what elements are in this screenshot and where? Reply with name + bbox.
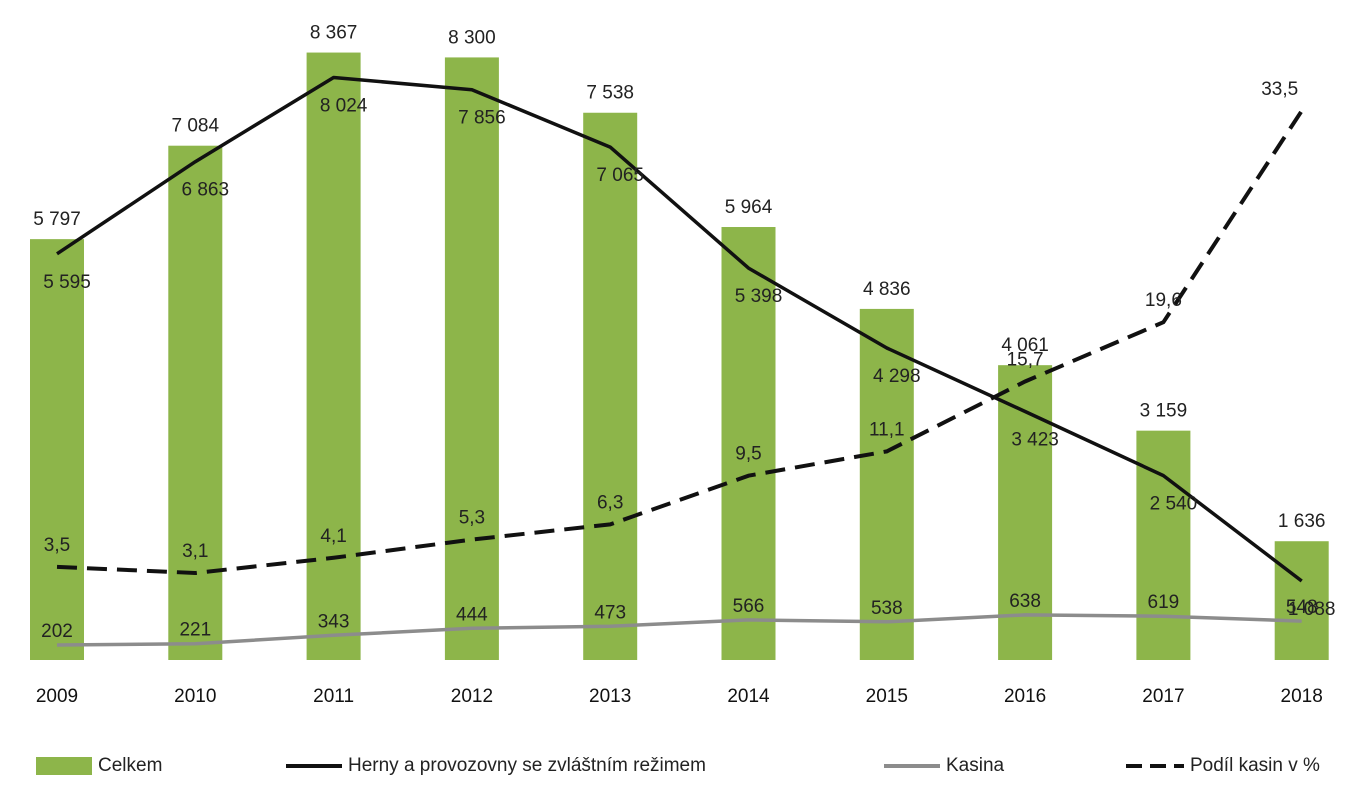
bar-value-label: 4 061 bbox=[1001, 335, 1049, 356]
podil-value-label: 33,5 bbox=[1261, 79, 1298, 100]
kasina-value-label: 473 bbox=[594, 602, 626, 623]
x-tick-label: 2015 bbox=[866, 686, 908, 707]
bar-value-label: 8 300 bbox=[448, 27, 496, 48]
kasina-value-label: 221 bbox=[179, 620, 211, 641]
bar-2018 bbox=[1274, 541, 1329, 660]
x-tick-label: 2011 bbox=[313, 686, 354, 707]
herny-value-label: 2 540 bbox=[1150, 494, 1198, 515]
herny-value-label: 7 065 bbox=[596, 165, 644, 186]
x-axis-ticks: 2009 2010 2011 2012 2013 2014 2015 2016 2017 2018 bbox=[36, 686, 1323, 707]
podil-value-label: 3,5 bbox=[44, 535, 70, 556]
x-tick-label: 2010 bbox=[174, 686, 216, 707]
bar-2009 bbox=[30, 239, 84, 660]
legend: Celkem Herny a provozovny se zvláštním r… bbox=[0, 748, 1362, 784]
herny-value-label: 5 398 bbox=[735, 286, 783, 307]
herny-value-label: 3 423 bbox=[1011, 429, 1059, 450]
legend-item-kasina: Kasina bbox=[884, 748, 1004, 784]
kasina-value-label: 444 bbox=[456, 604, 488, 625]
herny-value-label: 7 856 bbox=[458, 108, 506, 129]
series-line-podil bbox=[56, 109, 1304, 576]
legend-item-herny: Herny a provozovny se zvláštním režimem bbox=[286, 748, 706, 784]
kasina-value-label: 566 bbox=[733, 596, 765, 617]
herny-value-label: 4 298 bbox=[873, 366, 921, 387]
kasina-value-label: 202 bbox=[41, 621, 73, 642]
kasina-value-label: 638 bbox=[1009, 591, 1041, 612]
x-tick-label: 2013 bbox=[589, 686, 631, 707]
series-line-herny bbox=[56, 75, 1303, 583]
podil-value-label: 5,3 bbox=[459, 508, 485, 529]
kasina-value-label: 343 bbox=[318, 611, 350, 632]
bar-2014 bbox=[721, 227, 776, 660]
bar-value-label: 7 084 bbox=[172, 116, 220, 137]
x-tick-label: 2014 bbox=[727, 686, 770, 707]
podil-value-label: 4,1 bbox=[320, 526, 346, 547]
kasina-value-label: 619 bbox=[1148, 592, 1180, 613]
bar-2012 bbox=[444, 57, 499, 661]
bar-2010 bbox=[168, 145, 223, 660]
x-tick-label: 2009 bbox=[36, 686, 78, 707]
legend-label: Podíl kasin v % bbox=[1190, 755, 1320, 776]
herny-value-label: 5 595 bbox=[43, 272, 91, 293]
legend-item-podil: Podíl kasin v % bbox=[1126, 748, 1320, 784]
x-tick-label: 2016 bbox=[1004, 686, 1046, 707]
line-group bbox=[56, 75, 1304, 647]
podil-value-label: 9,5 bbox=[735, 444, 761, 465]
legend-swatch-line bbox=[286, 764, 342, 768]
bar-value-label: 5 797 bbox=[33, 209, 81, 230]
podil-value-label: 11,1 bbox=[869, 419, 905, 440]
x-tick-label: 2017 bbox=[1142, 686, 1184, 707]
data-label-group: 5 797 7 084 8 367 8 300 7 538 5 964 4 836 4 061… bbox=[33, 23, 1335, 642]
chart-area: 5 797 7 084 8 367 8 300 7 538 5 964 4 836 4 061… bbox=[30, 23, 1335, 707]
legend-swatch-gray-line bbox=[884, 764, 940, 768]
bar-value-label: 4 836 bbox=[863, 279, 911, 300]
bar-group bbox=[30, 52, 1329, 661]
x-tick-label: 2012 bbox=[451, 686, 493, 707]
bar-2011 bbox=[306, 52, 361, 661]
podil-value-label: 19,6 bbox=[1145, 290, 1182, 311]
legend-item-celkem: Celkem bbox=[36, 748, 162, 784]
bar-value-label: 8 367 bbox=[310, 23, 358, 44]
legend-label: Celkem bbox=[98, 755, 163, 776]
podil-value-label: 15,7 bbox=[1007, 349, 1044, 370]
bar-2013 bbox=[583, 112, 638, 660]
bar-2015 bbox=[859, 308, 914, 660]
kasina-value-label: 548 bbox=[1286, 597, 1318, 618]
bar-2016 bbox=[998, 365, 1053, 660]
podil-value-label: 6,3 bbox=[597, 492, 623, 513]
podil-value-label: 3,1 bbox=[182, 541, 208, 562]
herny-value-label: 8 024 bbox=[320, 95, 368, 116]
legend-swatch-dashed bbox=[1126, 764, 1184, 768]
legend-label: Kasina bbox=[946, 755, 1005, 776]
series-line-kasina bbox=[56, 613, 1302, 647]
bar-value-label: 3 159 bbox=[1140, 401, 1188, 422]
herny-value-label: 1 088 bbox=[1288, 599, 1336, 620]
legend-label: Herny a provozovny se zvláštním režimem bbox=[348, 755, 706, 776]
bar-value-label: 5 964 bbox=[725, 197, 773, 218]
x-tick-label: 2018 bbox=[1281, 686, 1323, 707]
herny-value-label: 6 863 bbox=[182, 180, 230, 201]
bar-value-label: 1 636 bbox=[1278, 511, 1326, 532]
legend-swatch-bar bbox=[36, 757, 92, 775]
bar-value-label: 7 538 bbox=[586, 83, 634, 104]
kasina-value-label: 538 bbox=[871, 598, 903, 619]
